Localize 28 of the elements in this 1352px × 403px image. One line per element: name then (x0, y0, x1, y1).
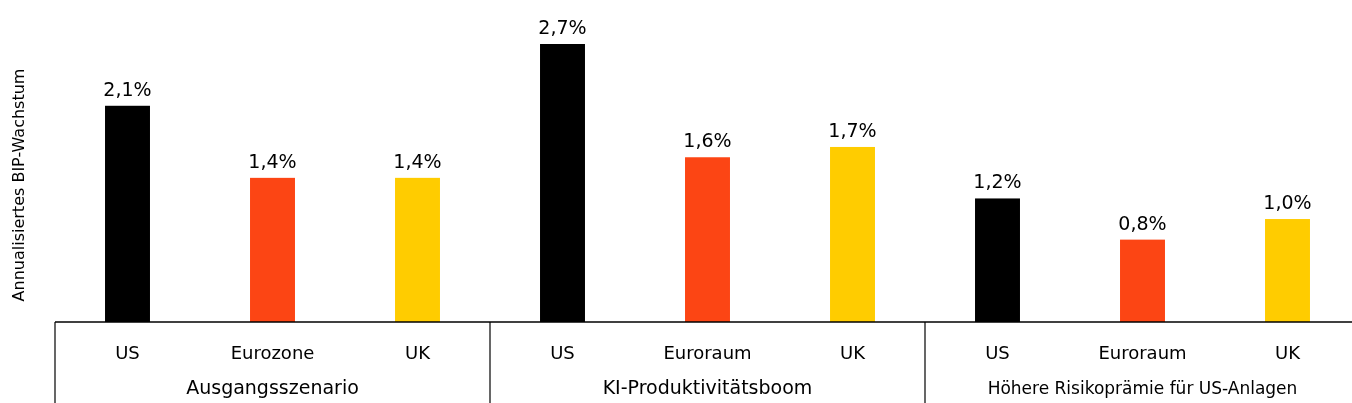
data-label: 1,6% (683, 129, 732, 152)
bar (1120, 239, 1165, 322)
text: Höhere Risikoprämie für US-Anlagen (987, 378, 1298, 398)
text: Ausgangsszenario (186, 376, 359, 398)
bar (685, 157, 730, 322)
x-tick-label: UK (1275, 342, 1302, 363)
data-label: 2,7% (538, 16, 587, 38)
data-label: 1,7% (828, 118, 877, 141)
text: KI-Produktivitätsboom (602, 376, 813, 398)
x-tick-label: Eurozone (230, 342, 315, 363)
x-tick-label: Euroraum (1098, 342, 1187, 363)
data-label: 1,2% (973, 170, 1022, 193)
y-axis-title: Annualisiertes BIP-Wachstum (9, 68, 28, 302)
data-label: 1,4% (393, 149, 442, 172)
data-label: 2,1% (103, 77, 152, 100)
bar (395, 177, 440, 322)
x-tick-label: Euroraum (663, 342, 752, 363)
x-tick-label: US (550, 342, 575, 363)
x-tick-label: US (985, 342, 1010, 363)
x-tick-label: UK (840, 342, 867, 363)
bar (250, 177, 295, 322)
data-label: 1,4% (248, 149, 297, 172)
x-tick-label: UK (405, 342, 432, 363)
bar (830, 146, 875, 322)
x-tick-label: US (115, 342, 140, 363)
data-label: 1,0% (1263, 191, 1312, 214)
bar (1265, 219, 1310, 322)
data-label: 0,8% (1118, 211, 1167, 234)
